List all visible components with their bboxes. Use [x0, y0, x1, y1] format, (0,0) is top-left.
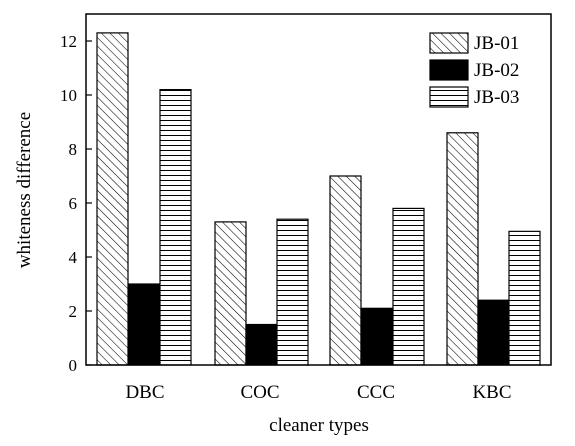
bar-coc-jb-01: [214, 221, 247, 366]
x-tick-label: DBC: [125, 382, 164, 403]
bar-kbc-jb-01: [446, 132, 479, 366]
x-tick-label: COC: [240, 382, 279, 403]
legend-swatch-jb-01: [429, 32, 469, 54]
bar-coc-jb-02: [245, 323, 278, 366]
legend-label-jb-03: JB-03: [474, 87, 519, 108]
bar-ccc-jb-02: [360, 307, 393, 366]
x-axis-label: cleaner types: [269, 415, 369, 436]
bar-ccc-jb-03: [392, 207, 425, 366]
legend-label-jb-02: JB-02: [474, 60, 519, 81]
y-tick-label: 2: [69, 302, 78, 321]
legend-label-jb-01: JB-01: [474, 33, 519, 54]
legend-swatch-jb-02: [429, 59, 469, 81]
bar-kbc-jb-02: [477, 299, 510, 366]
y-tick-label: 0: [69, 356, 78, 375]
bar-dbc-jb-03: [159, 88, 192, 366]
y-tick-label: 12: [60, 32, 77, 51]
bar-ccc-jb-01: [329, 175, 362, 366]
y-tick-label: 6: [69, 194, 78, 213]
bar-dbc-jb-02: [128, 283, 161, 366]
legend-swatch-jb-03: [429, 86, 469, 108]
x-tick-label: KBC: [472, 382, 511, 403]
plot-frame: [85, 13, 552, 366]
y-tick-label: 8: [69, 140, 78, 159]
bar-coc-jb-03: [276, 218, 309, 366]
y-axis-label: whiteness difference: [14, 112, 35, 268]
y-tick-label: 10: [60, 86, 77, 105]
y-tick-label: 4: [69, 248, 78, 267]
x-tick-label: CCC: [357, 382, 395, 403]
bar-kbc-jb-03: [508, 230, 541, 366]
bar-dbc-jb-01: [96, 32, 129, 366]
